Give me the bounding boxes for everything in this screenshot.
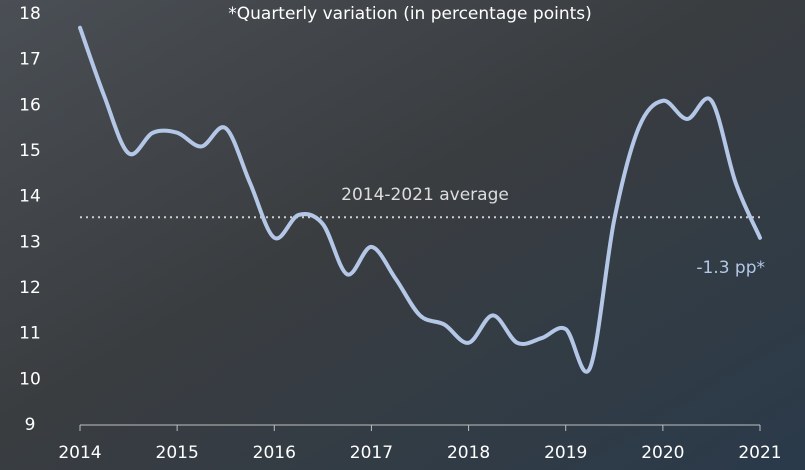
y-tick-label: 17 <box>19 50 41 70</box>
y-tick-label: 18 <box>19 4 41 24</box>
average-label: 2014-2021 average <box>341 185 509 205</box>
x-tick-label: 2015 <box>156 443 199 463</box>
y-tick-label: 10 <box>19 369 41 389</box>
y-tick-label: 12 <box>19 278 41 298</box>
y-tick-label: 15 <box>19 141 41 161</box>
y-tick-label: 13 <box>19 232 41 252</box>
x-tick-label: 2016 <box>253 443 296 463</box>
y-tick-label: 11 <box>19 324 41 344</box>
x-tick-label: 2019 <box>544 443 587 463</box>
x-tick-label: 2014 <box>58 443 101 463</box>
x-tick-label: 2017 <box>350 443 393 463</box>
chart: *Quarterly variation (in percentage poin… <box>0 0 805 470</box>
x-tick-label: 2021 <box>738 443 781 463</box>
y-tick-label: 9 <box>25 415 36 435</box>
background <box>0 0 805 470</box>
y-tick-label: 16 <box>19 95 41 115</box>
note: *Quarterly variation (in percentage poin… <box>228 4 592 24</box>
page: *Quarterly variation (in percentage poin… <box>0 0 805 470</box>
x-tick-label: 2020 <box>641 443 684 463</box>
x-tick-label: 2018 <box>447 443 490 463</box>
y-tick-label: 14 <box>19 187 41 207</box>
end-label: -1.3 pp* <box>696 258 765 278</box>
